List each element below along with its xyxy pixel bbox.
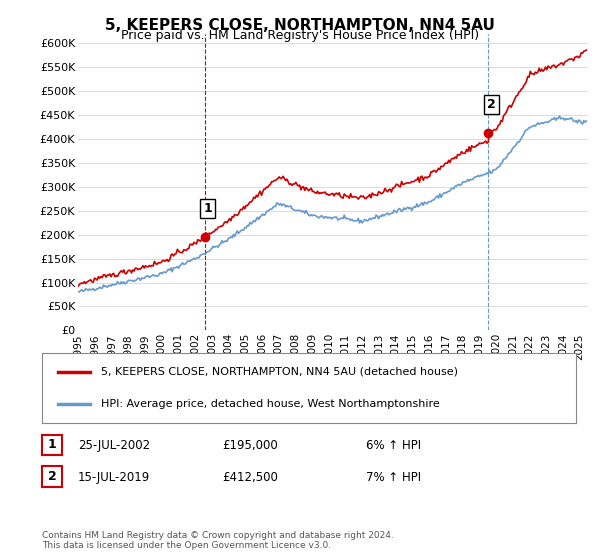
Text: 1: 1 bbox=[203, 202, 212, 215]
Text: 15-JUL-2019: 15-JUL-2019 bbox=[78, 471, 150, 484]
Text: 5, KEEPERS CLOSE, NORTHAMPTON, NN4 5AU (detached house): 5, KEEPERS CLOSE, NORTHAMPTON, NN4 5AU (… bbox=[101, 367, 458, 377]
Text: HPI: Average price, detached house, West Northamptonshire: HPI: Average price, detached house, West… bbox=[101, 399, 439, 409]
Text: 2: 2 bbox=[487, 98, 496, 111]
Text: 6% ↑ HPI: 6% ↑ HPI bbox=[366, 439, 421, 452]
Text: 25-JUL-2002: 25-JUL-2002 bbox=[78, 439, 150, 452]
Text: 5, KEEPERS CLOSE, NORTHAMPTON, NN4 5AU: 5, KEEPERS CLOSE, NORTHAMPTON, NN4 5AU bbox=[105, 18, 495, 33]
Text: 1: 1 bbox=[48, 438, 56, 451]
Text: 7% ↑ HPI: 7% ↑ HPI bbox=[366, 471, 421, 484]
Text: Price paid vs. HM Land Registry's House Price Index (HPI): Price paid vs. HM Land Registry's House … bbox=[121, 29, 479, 42]
Text: £412,500: £412,500 bbox=[222, 471, 278, 484]
Text: Contains HM Land Registry data © Crown copyright and database right 2024.
This d: Contains HM Land Registry data © Crown c… bbox=[42, 530, 394, 550]
Text: £195,000: £195,000 bbox=[222, 439, 278, 452]
Text: 2: 2 bbox=[48, 470, 56, 483]
